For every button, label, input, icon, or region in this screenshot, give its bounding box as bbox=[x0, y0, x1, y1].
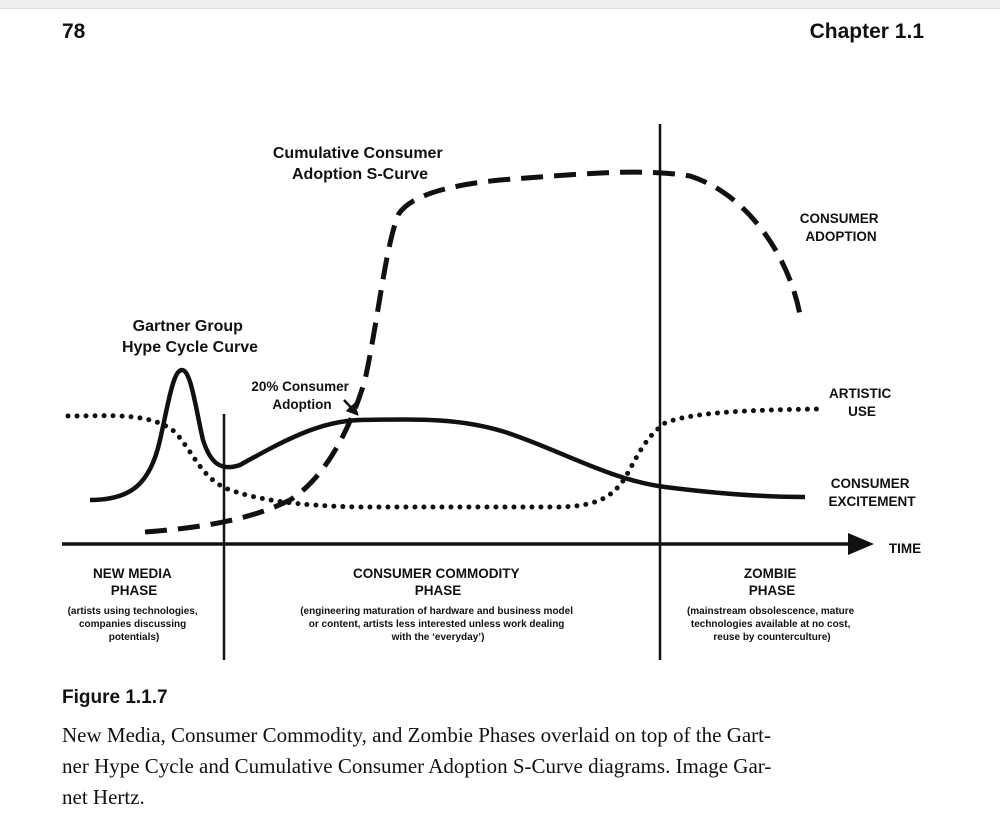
phase-zombie: ZOMBIE PHASE (mainstream obsolescence, m… bbox=[687, 566, 857, 643]
hype-cycle-label: Gartner Group Hype Cycle Curve bbox=[122, 318, 258, 356]
artistic-use-curve bbox=[65, 406, 823, 510]
phase-consumer-commodity: CONSUMER COMMODITY PHASE (engineering ma… bbox=[300, 566, 576, 643]
consumer-adoption-label: CONSUMER ADOPTION bbox=[800, 211, 883, 244]
twenty-percent-pointer bbox=[343, 399, 359, 416]
phase-title: NEW MEDIA PHASE bbox=[93, 566, 175, 598]
time-axis-arrowhead bbox=[848, 533, 874, 555]
figure-label: Figure 1.1.7 bbox=[62, 687, 168, 708]
adoption-s-curve bbox=[144, 169, 803, 535]
caption-line: ner Hype Cycle and Cumulative Consumer A… bbox=[62, 754, 772, 778]
s-curve-label: Cumulative Consumer Adoption S-Curve bbox=[273, 145, 447, 183]
figure-caption: New Media, Consumer Commodity, and Zombi… bbox=[62, 720, 942, 813]
caption-line: New Media, Consumer Commodity, and Zombi… bbox=[62, 723, 772, 747]
hype-cycle-curve bbox=[89, 367, 806, 503]
phase-title: CONSUMER COMMODITY PHASE bbox=[353, 566, 523, 598]
caption-line: net Hertz. bbox=[62, 785, 145, 809]
artistic-use-label: ARTISTIC USE bbox=[829, 386, 895, 419]
page-number: 78 bbox=[62, 20, 86, 43]
phase-description: (mainstream obsolescence, mature technol… bbox=[687, 606, 857, 643]
chapter-title: Chapter 1.1 bbox=[809, 20, 924, 43]
top-bar bbox=[0, 0, 1000, 9]
phase-description: (artists using technologies, companies d… bbox=[68, 606, 201, 643]
twenty-percent-label: 20% Consumer Adoption bbox=[251, 379, 352, 412]
consumer-excitement-label: CONSUMER EXCITEMENT bbox=[828, 476, 916, 509]
phase-title: ZOMBIE PHASE bbox=[744, 566, 800, 598]
time-axis-label: TIME bbox=[889, 541, 921, 556]
adoption-diagram: Cumulative Consumer Adoption S-Curve Gar… bbox=[62, 124, 921, 660]
phase-new-media: NEW MEDIA PHASE (artists using technolog… bbox=[68, 566, 201, 643]
phase-description: (engineering maturation of hardware and … bbox=[300, 606, 576, 643]
